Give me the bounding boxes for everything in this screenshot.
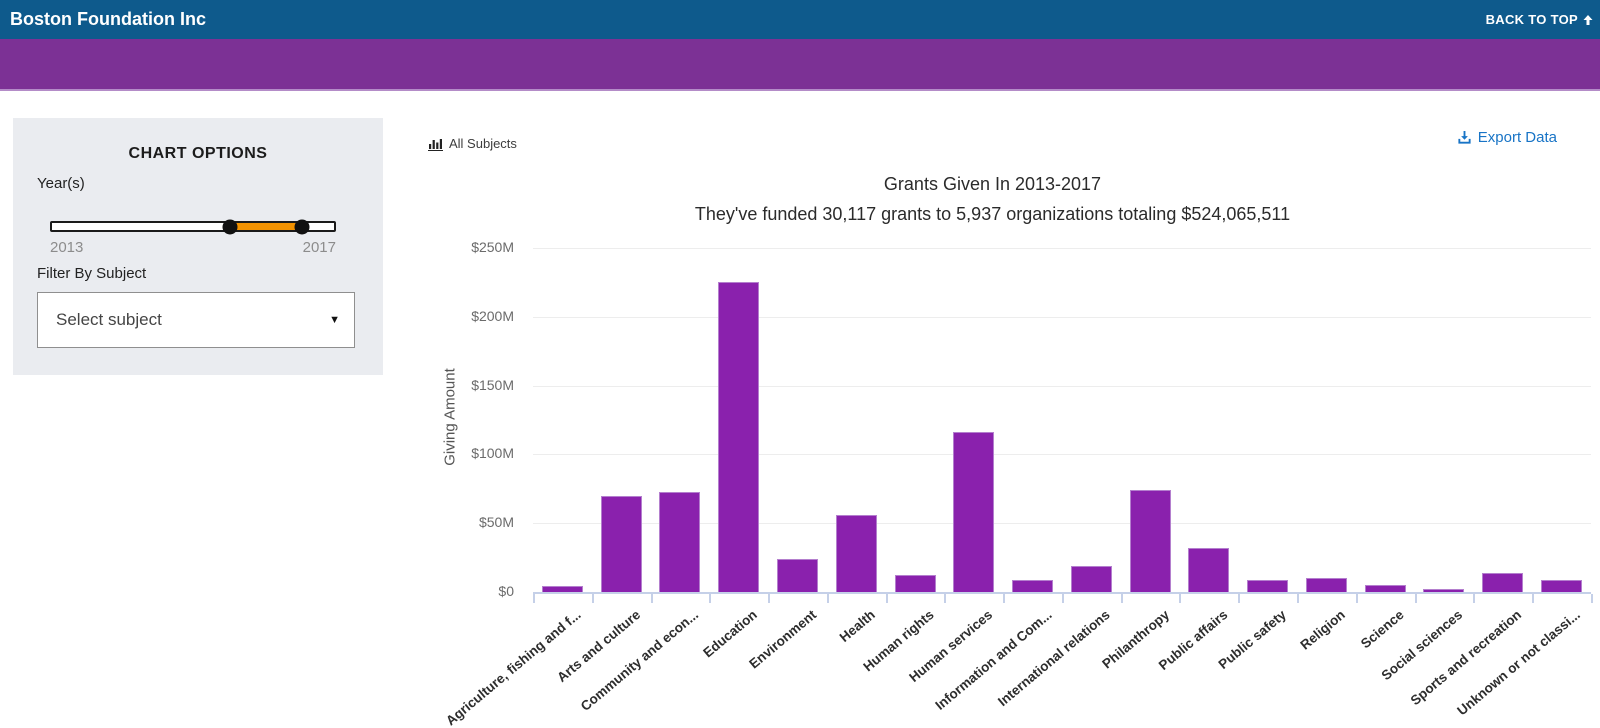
chart-bar[interactable] [776, 558, 818, 592]
back-to-top-button[interactable]: BACK TO TOP [1486, 0, 1593, 39]
chart-options-panel: CHART OPTIONS Year(s) 2013 2017 Filter B… [13, 118, 383, 375]
x-axis-category-label: Public affairs [1155, 607, 1231, 673]
x-axis-category-label: Public safety [1215, 607, 1290, 673]
chart-title: Grants Given In 2013-2017 [883, 174, 1102, 194]
x-axis-category-label: Community and econ... [578, 607, 702, 714]
x-axis-tick [650, 594, 653, 603]
x-axis-tick [1473, 594, 1476, 603]
arrow-up-icon [1583, 14, 1593, 25]
y-axis-tick-label: $100M [471, 445, 514, 462]
chart-bar[interactable] [1423, 589, 1465, 592]
x-axis-category-label: Agriculture, fishing and f... [443, 607, 585, 728]
legend-item-all-subjects[interactable]: All Subjects [428, 136, 517, 151]
export-data-button[interactable]: Export Data [1457, 129, 1557, 146]
subject-select-value: Select subject [56, 310, 162, 329]
year-slider-selected-range[interactable] [230, 223, 302, 230]
y-gridline [533, 385, 1591, 387]
x-axis-category-label: Arts and culture [553, 607, 643, 686]
chart-bar[interactable] [1364, 585, 1406, 592]
x-axis-tick [885, 594, 888, 603]
chevron-down-icon: ▼ [329, 314, 340, 326]
chart-title-block: Grants Given In 2013-2017 They've funded… [420, 174, 1565, 225]
chart-bar[interactable] [953, 432, 995, 592]
x-axis-tick [1297, 594, 1299, 603]
chart-bar[interactable] [1129, 490, 1171, 592]
x-axis-category-label: Environment [746, 607, 820, 672]
x-axis-tick [1532, 594, 1535, 603]
x-axis-tick [768, 594, 771, 603]
chart-bar[interactable] [600, 495, 642, 592]
year-slider-min-label: 2013 [50, 239, 84, 256]
chart-bar[interactable] [835, 514, 877, 592]
export-data-label: Export Data [1477, 129, 1557, 146]
x-axis-category-label: Education [700, 607, 761, 661]
filter-by-subject-label: Filter By Subject [37, 265, 147, 282]
page-title: Boston Foundation Inc [10, 9, 206, 29]
y-axis-tick-label: $200M [471, 307, 514, 324]
x-axis-tick [1120, 594, 1123, 603]
x-axis-tick [1061, 594, 1064, 603]
chart-bar[interactable] [659, 491, 701, 592]
year-slider-handle-end[interactable] [294, 219, 310, 234]
x-axis-category-label: Human rights [860, 607, 937, 675]
x-axis-line [533, 592, 1591, 594]
bar-chart-icon [428, 138, 443, 151]
chart-options-title: CHART OPTIONS [128, 145, 268, 162]
purple-banner [0, 39, 1600, 91]
x-axis-tick [709, 594, 712, 603]
chart-bar[interactable] [1305, 578, 1347, 592]
chart-bar[interactable] [541, 586, 583, 592]
chart-bar[interactable] [1482, 572, 1524, 592]
y-gridline [533, 454, 1591, 456]
years-label: Year(s) [37, 175, 85, 192]
x-axis-tick [944, 594, 947, 603]
chart-bar[interactable] [718, 282, 760, 592]
year-range-slider: 2013 2017 [50, 213, 336, 256]
chart-bar[interactable] [1070, 565, 1112, 592]
x-axis-tick [1355, 594, 1358, 603]
x-axis-category-label: Philanthropy [1098, 607, 1172, 672]
x-axis-tick [1003, 594, 1006, 603]
x-axis-tick [1414, 594, 1417, 603]
x-axis-tick [591, 594, 594, 603]
x-axis-tick [826, 594, 829, 603]
chart-bar[interactable] [1012, 579, 1054, 592]
top-header-bar: Boston Foundation Inc BACK TO TOP [0, 0, 1600, 39]
chart-bar[interactable] [894, 575, 936, 592]
x-axis-category-label: International relations [995, 607, 1113, 710]
y-axis-tick-label: $50M [478, 514, 514, 531]
y-axis-tick-label: $250M [471, 239, 514, 255]
subject-select-dropdown[interactable]: Select subject ▼ [37, 292, 355, 348]
x-axis-category-label: Health [836, 607, 878, 646]
y-axis-tick-label: $0 [498, 583, 514, 599]
chart-bar[interactable] [1540, 579, 1582, 592]
x-axis-category-label: Information and Com... [931, 607, 1055, 713]
y-axis-tick-label: $150M [471, 376, 514, 393]
year-slider-max-label: 2017 [302, 239, 336, 256]
x-axis-tick [1179, 594, 1182, 603]
x-axis-category-label: Social sciences [1378, 607, 1466, 684]
x-axis-category-label: Religion [1297, 607, 1349, 653]
y-gridline [533, 248, 1591, 249]
y-axis-title: Giving Amount [441, 368, 459, 466]
x-axis-category-label: Unknown or not classi... [1454, 607, 1584, 719]
back-to-top-label: BACK TO TOP [1485, 12, 1578, 27]
x-axis-category-label: Human services [906, 607, 996, 686]
chart-bar[interactable] [1188, 547, 1230, 592]
x-axis-category-label: Science [1358, 607, 1407, 652]
y-gridline [533, 316, 1591, 318]
year-slider-track[interactable] [50, 221, 336, 232]
legend-label: All Subjects [449, 136, 517, 151]
chart-subtitle: They've funded 30,117 grants to 5,937 or… [694, 204, 1291, 224]
x-axis-tick [533, 594, 535, 603]
chart-bar[interactable] [1247, 579, 1289, 592]
x-axis-tick [1238, 594, 1241, 603]
year-slider-handle-start[interactable] [222, 219, 238, 234]
download-icon [1458, 130, 1471, 144]
x-axis-tick [1590, 594, 1593, 603]
x-axis-category-label: Sports and recreation [1407, 607, 1525, 709]
